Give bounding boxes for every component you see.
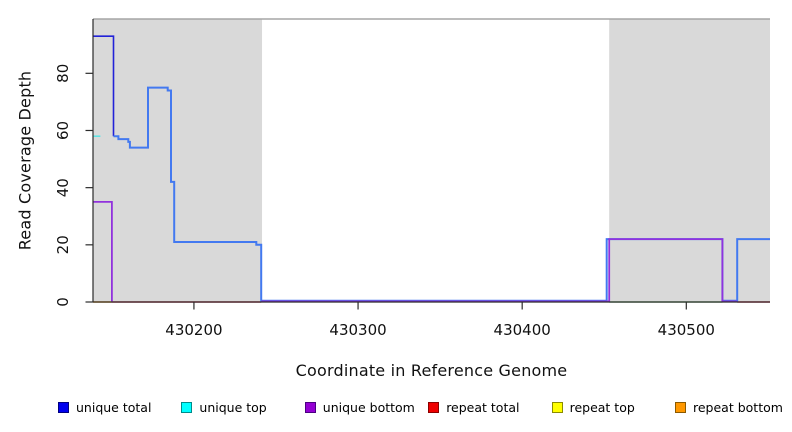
legend-label: unique top (199, 399, 267, 415)
x-tick-label: 430500 (658, 321, 715, 339)
repeat-region-shading (93, 19, 263, 302)
legend-label: repeat top (569, 399, 635, 415)
legend-item-unique-top: unique top (181, 398, 267, 416)
y-tick-label: 40 (54, 178, 72, 197)
legend-label: repeat total (446, 399, 520, 415)
unique-total-swatch-icon (58, 401, 69, 413)
series-unique-total-peak-line (93, 35, 115, 137)
legend-item-repeat-total: repeat total (428, 398, 520, 416)
legend-item-unique-total: unique total (58, 398, 151, 416)
repeat-region-shading (609, 19, 770, 302)
y-axis-title: Read Coverage Depth (15, 70, 35, 251)
unique-top-swatch-icon (181, 401, 193, 413)
repeat-bottom-swatch-icon (675, 401, 686, 413)
legend-label: unique bottom (322, 399, 415, 415)
legend: unique total unique top unique bottom repea… (0, 398, 792, 418)
repeat-total-swatch-icon (428, 401, 440, 413)
legend-label: unique total (76, 399, 152, 415)
y-tick-label: 20 (54, 235, 72, 254)
y-tick-label: 0 (54, 297, 72, 307)
legend-label: repeat bottom (693, 399, 783, 415)
legend-item-unique-bottom: unique bottom (304, 398, 415, 416)
x-tick-label: 430300 (329, 321, 386, 339)
x-axis-title: Coordinate in Reference Genome (295, 361, 568, 380)
x-tick-label: 430400 (494, 321, 551, 339)
unique-bottom-swatch-icon (304, 401, 316, 413)
y-tick-label: 60 (54, 121, 72, 140)
legend-item-repeat-bottom: repeat bottom (675, 398, 783, 416)
repeat-top-swatch-icon (551, 401, 563, 413)
y-tick-label: 80 (54, 64, 72, 83)
x-tick-label: 430200 (165, 321, 222, 339)
legend-item-repeat-top: repeat top (551, 398, 635, 416)
series-unique-bottom-peak-line (93, 200, 113, 302)
